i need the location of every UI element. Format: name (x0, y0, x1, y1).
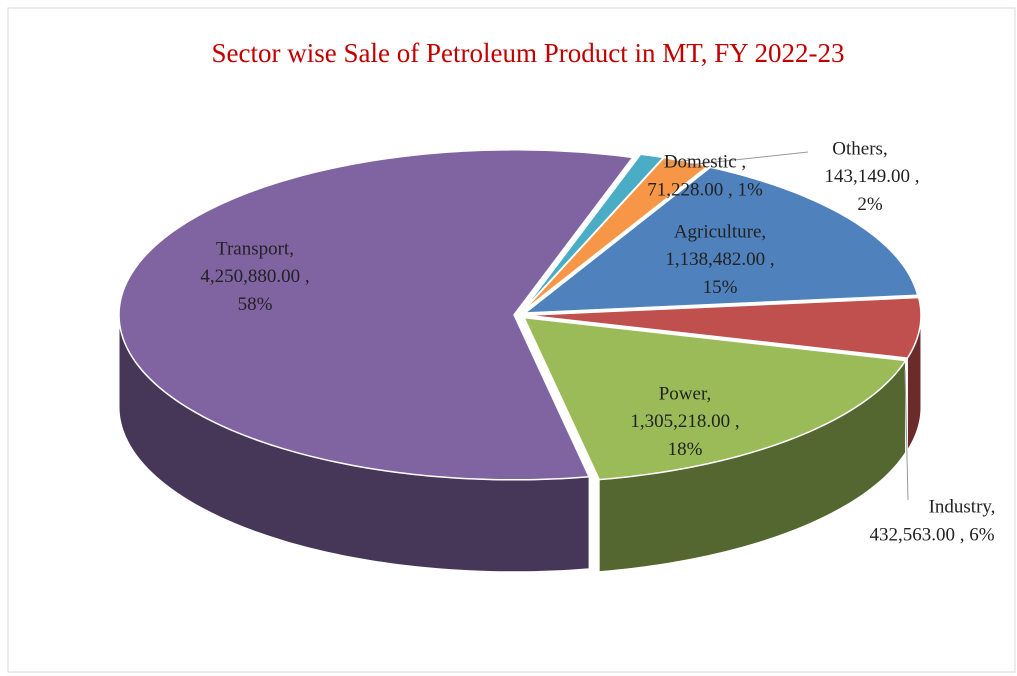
category-label: Industry, (929, 496, 996, 517)
chart-title: Sector wise Sale of Petroleum Product in… (212, 38, 845, 68)
value-label: 71,228.00 , 1% (647, 179, 763, 200)
category-label: Power, (659, 383, 712, 404)
value-label: 1,138,482.00 , 15% (665, 249, 774, 298)
pie-walls (118, 314, 922, 573)
value-label: 143,149.00 , 2% (825, 166, 920, 215)
slice (522, 316, 907, 481)
value-label: 432,563.00 , 6% (869, 524, 994, 545)
value-label: 4,250,880.00 , 58% (200, 266, 309, 315)
leader-line (904, 369, 909, 501)
category-label: Others, (832, 138, 887, 159)
category-label: Agriculture, (674, 221, 766, 242)
data-labels: Agriculture, 1,138,482.00 , 15% Industry, 43… (200, 138, 995, 545)
pie-tops (118, 149, 922, 481)
leader-line (662, 159, 691, 165)
slice (522, 166, 919, 314)
value-label: 1,305,218.00 , 18% (630, 411, 739, 460)
slice (521, 156, 710, 313)
slice (525, 296, 922, 359)
slice (118, 149, 635, 481)
category-label: Transport, (216, 238, 294, 259)
category-label: Domestic , (664, 151, 746, 172)
leader-line (687, 151, 809, 166)
